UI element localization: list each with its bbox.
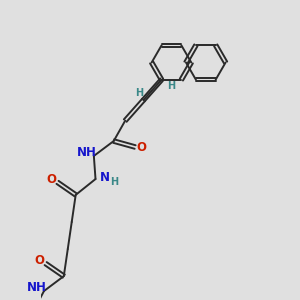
Text: O: O [35,254,45,267]
Text: H: H [135,88,143,98]
Text: NH: NH [77,146,97,159]
Text: NH: NH [27,281,47,294]
Text: O: O [46,172,57,185]
Text: N: N [100,171,110,184]
Text: H: H [110,177,118,187]
Text: O: O [136,140,146,154]
Text: H: H [167,81,175,91]
